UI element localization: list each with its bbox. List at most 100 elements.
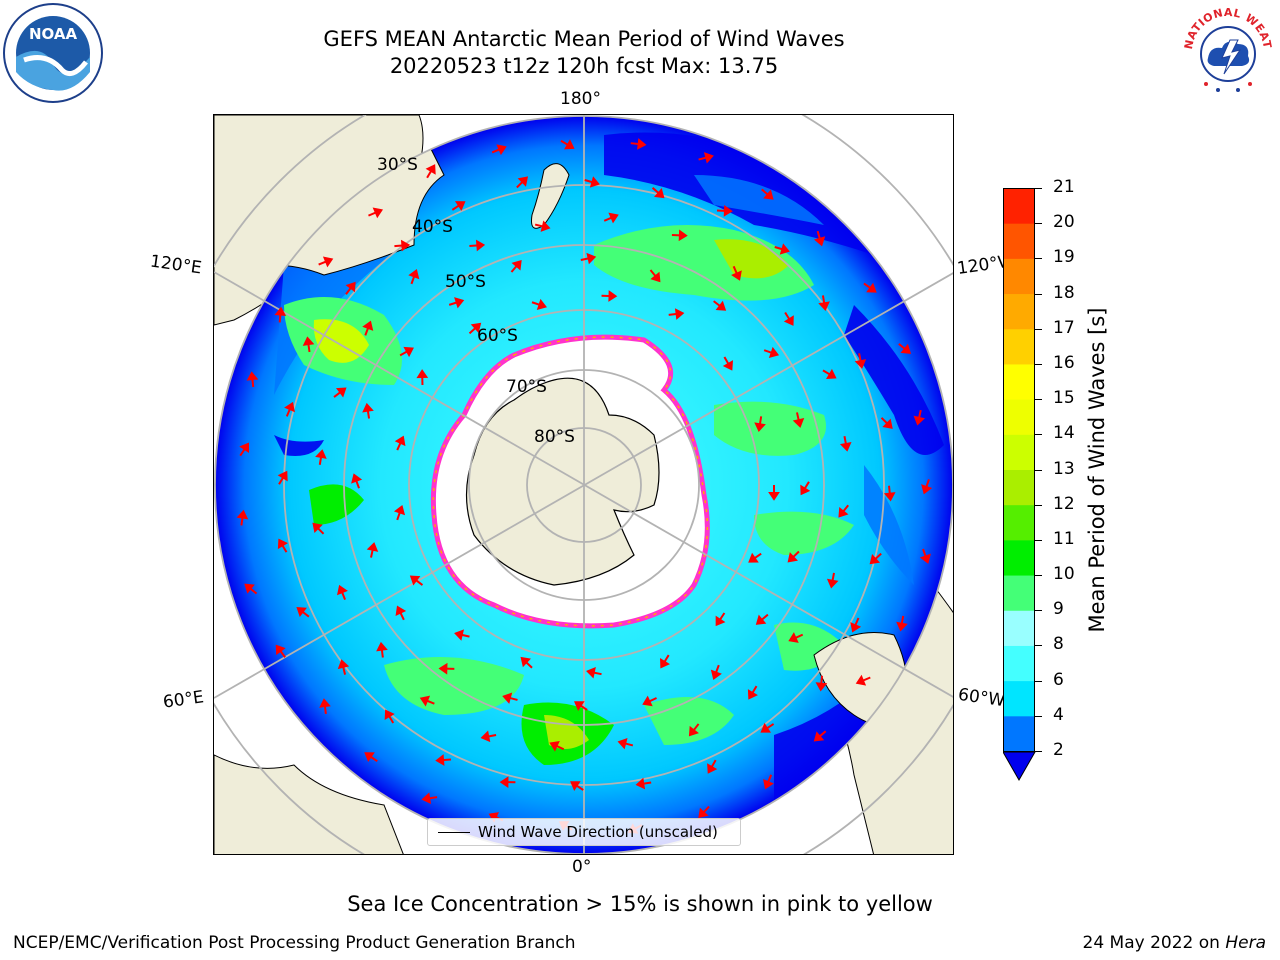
wind-wave-arrow-head <box>384 709 395 721</box>
wind-wave-arrow-head <box>475 239 486 252</box>
wind-wave-arrow-head <box>747 689 758 700</box>
colorbar-tick-mark <box>1035 539 1042 541</box>
wind-wave-arrow-head <box>337 584 348 596</box>
colorbar-segment <box>1003 293 1035 330</box>
sea-ice-note: Sea Ice Concentration > 15% is shown in … <box>347 892 933 916</box>
wind-wave-arrow-head <box>536 298 547 311</box>
colorbar-segment <box>1003 328 1035 365</box>
wind-wave-arrow-head <box>642 695 653 707</box>
wind-wave-arrow-head <box>362 320 374 331</box>
wind-wave-arrow-head <box>900 343 912 354</box>
wind-wave-arrow-head <box>855 674 867 686</box>
wind-wave-arrow-head <box>470 322 482 334</box>
wind-wave-arrow-head <box>608 212 619 224</box>
colorbar-label: Mean Period of Wind Waves [s] <box>1085 307 1109 633</box>
colorbar-tick-label: 21 <box>1053 177 1075 197</box>
wind-wave-arrow-head <box>589 176 600 188</box>
wind-wave-arrow-head <box>792 418 805 428</box>
colorbar-tick-mark <box>1035 610 1042 612</box>
wind-wave-arrow-head <box>277 538 288 550</box>
wind-wave-arrow-head <box>650 271 661 283</box>
wind-wave-arrow-head <box>296 607 307 618</box>
colorbar-tick-label: 13 <box>1053 458 1075 479</box>
wind-wave-arrow-head <box>393 504 406 516</box>
colorbar-tick-label: 8 <box>1053 634 1064 655</box>
wind-wave-arrow-head <box>763 189 774 200</box>
colorbar-tick-mark <box>1035 680 1042 682</box>
map-title-line-2: 20220523 t12z 120h fcst Max: 13.75 <box>389 54 779 78</box>
wind-wave-arrow-head <box>813 236 826 247</box>
wind-wave-arrows <box>236 138 933 834</box>
wind-wave-arrow-head <box>586 252 597 265</box>
wind-wave-arrow-head <box>896 621 908 632</box>
wind-wave-arrow-head <box>302 336 315 346</box>
colorbar-tick-mark <box>1035 188 1042 189</box>
colorbar-tick-mark <box>1035 293 1042 295</box>
colorbar-segment <box>1003 188 1035 224</box>
colorbar-tick-label: 14 <box>1053 423 1075 444</box>
colorbar-tick-label: 18 <box>1053 282 1075 303</box>
colorbar-outline <box>1003 188 1035 752</box>
colorbar-tick-mark <box>1035 751 1042 752</box>
footer-machine: Hera <box>1225 933 1266 953</box>
wind-wave-arrow-head <box>813 731 825 742</box>
wind-wave-arrow-head <box>660 657 671 669</box>
graticule <box>214 115 953 854</box>
colorbar-tick-mark <box>1035 504 1042 506</box>
wind-wave-arrow-head <box>351 473 363 484</box>
wind-wave-arrow-head <box>517 176 529 187</box>
legend-line-sample <box>438 831 470 833</box>
wind-wave-arrow-head <box>454 297 465 309</box>
colorbar-tick-label: 19 <box>1053 247 1075 268</box>
colorbar-tick-label: 11 <box>1053 528 1075 549</box>
wind-wave-arrow-head <box>788 632 799 643</box>
wind-wave-arrow-head <box>921 484 933 495</box>
wind-wave-arrow-head <box>540 220 551 232</box>
wind-wave-arrow-head <box>574 701 585 712</box>
wind-wave-arrow-head <box>617 738 628 750</box>
lon-label-60e: 60°E <box>161 687 206 713</box>
colorbar-segment <box>1003 469 1035 506</box>
colorbar-tick-mark <box>1035 399 1042 401</box>
colorbar-tick-mark <box>1035 328 1042 330</box>
footer-date: 24 May 2022 on Hera <box>1083 933 1267 953</box>
wind-wave-arrow-head <box>731 270 742 281</box>
nws-logo: NATIONAL WEATHER SERVICE <box>1178 2 1276 100</box>
noaa-logo-text: NOAA <box>29 25 78 43</box>
colorbar-tick-mark <box>1035 715 1042 717</box>
wind-wave-arrow-head <box>748 552 759 563</box>
wind-wave-arrow-head <box>703 152 714 164</box>
wind-wave-arrow-head <box>438 662 448 675</box>
wind-wave-arrow-head <box>800 484 811 496</box>
wind-wave-arrow-head <box>419 695 431 707</box>
lat-label-30s: 30°S <box>377 155 418 175</box>
wind-wave-arrow-head <box>335 387 347 398</box>
wind-wave-arrow-head <box>425 164 436 175</box>
colorbar-tick-label: 20 <box>1053 212 1075 233</box>
wind-wave-arrow-head <box>312 522 323 534</box>
map-legend: Wind Wave Direction (unscaled) <box>427 818 741 846</box>
wind-wave-arrow-head <box>416 369 429 379</box>
colorbar-tick-label: 10 <box>1053 564 1075 585</box>
colorbar-segment <box>1003 504 1035 541</box>
wind-wave-arrow-head <box>277 470 288 482</box>
wind-wave-arrow-head <box>502 692 513 704</box>
wind-wave-arrow-head <box>707 763 718 774</box>
colorbar-segment <box>1003 575 1035 611</box>
moderate-period-regions <box>274 175 914 585</box>
wind-wave-arrow-head <box>362 402 374 413</box>
wind-wave-arrow-head <box>395 605 407 617</box>
colorbar-segment <box>1003 258 1035 295</box>
wind-wave-arrow-head <box>913 415 925 426</box>
wind-wave-arrow-head <box>850 622 862 633</box>
wind-wave-arrow-head <box>549 740 560 752</box>
wind-wave-arrow-head <box>246 371 259 381</box>
polar-map-canvas: 30°S 40°S 50°S 60°S 70°S 80°S <box>214 115 953 854</box>
wind-wave-arrow-head <box>372 207 384 219</box>
wind-wave-arrow-head <box>496 144 507 156</box>
lon-label-180: 180° <box>560 89 601 109</box>
wind-wave-arrow-head <box>564 139 575 150</box>
wind-wave-arrow-head <box>570 781 581 792</box>
wind-wave-arrow-head <box>421 792 432 804</box>
wind-wave-arrow-head <box>637 138 647 150</box>
